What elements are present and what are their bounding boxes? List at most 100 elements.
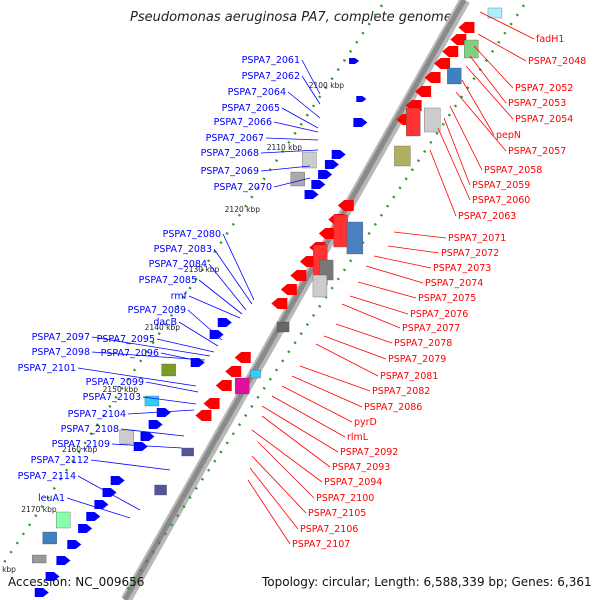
- leader-line: [365, 265, 424, 284]
- left-gene-label: leuA1: [38, 493, 65, 504]
- forward-gene: [148, 420, 163, 429]
- leader-line: [443, 117, 471, 186]
- left-gene-label: PSPA7_2109: [52, 439, 110, 450]
- leader-line: [208, 263, 247, 311]
- reverse-gene-box: [406, 107, 421, 137]
- leader-line: [393, 231, 447, 239]
- tick-track-left: [0, 4, 384, 571]
- leader-line: [287, 91, 321, 119]
- forward-gene: [94, 500, 109, 509]
- kbp-tick-label: 2130 kbp: [184, 265, 220, 274]
- leader-line: [77, 367, 197, 387]
- right-gene-label: PSPA7_2073: [433, 263, 491, 274]
- forward-gene-box: [56, 511, 71, 529]
- right-gene-label: pepN: [496, 130, 521, 141]
- reverse-gene: [234, 352, 251, 363]
- leader-line: [449, 105, 483, 171]
- leader-line: [66, 497, 131, 519]
- feature-box: [394, 145, 411, 167]
- kbp-tick-label: 2100 kbp: [309, 81, 345, 90]
- leader-line: [299, 365, 371, 392]
- leader-line: [213, 248, 253, 305]
- leader-line: [477, 33, 527, 62]
- feature-box: [424, 107, 441, 133]
- forward-gene: [353, 118, 368, 127]
- leader-line: [249, 467, 299, 530]
- feature-box: [234, 377, 250, 395]
- reverse-gene: [203, 398, 220, 409]
- left-gene-label: PSPA7_2114: [18, 471, 76, 482]
- leader-line: [247, 479, 291, 545]
- forward-gene: [356, 96, 367, 102]
- right-gene-label: PSPA7_2086: [364, 402, 422, 413]
- reverse-gene: [290, 270, 307, 281]
- feature-box: [312, 274, 328, 298]
- reverse-gene: [434, 58, 451, 69]
- right-gene-label: PSPA7_2071: [448, 233, 506, 244]
- leader-line: [111, 443, 183, 449]
- forward-gene: [45, 572, 60, 581]
- reverse-gene: [424, 72, 441, 83]
- left-gene-label: PSPA7_2066: [214, 117, 272, 128]
- leader-line: [429, 149, 457, 217]
- accession-label: Accession: NC_009656: [8, 575, 145, 589]
- leader-line: [301, 59, 321, 95]
- left-gene-label: PSPA7_2095: [97, 334, 155, 345]
- forward-gene: [311, 180, 326, 189]
- feature-box: [154, 484, 167, 496]
- forward-gene-box: [119, 429, 135, 445]
- left-gene-label: PSPA7_2112: [31, 455, 89, 466]
- leader-line: [341, 303, 401, 329]
- reverse-gene: [280, 284, 297, 295]
- left-gene-label: PSPA7_2084: [149, 259, 207, 270]
- left-gene-label: PSPA7_2089: [128, 305, 186, 316]
- right-gene-label: PSPA7_2074: [425, 278, 483, 289]
- forward-gene: [318, 170, 333, 179]
- left-gene-label: PSPA7_2069: [201, 166, 259, 177]
- leader-line: [455, 91, 507, 152]
- leader-line: [281, 107, 319, 129]
- leader-line: [387, 245, 440, 254]
- left-gene-label: PSPA7_2070: [214, 182, 272, 193]
- reverse-gene: [195, 410, 212, 421]
- forward-gene: [349, 58, 360, 64]
- left-gene-label: dacB: [153, 317, 177, 328]
- forward-gene: [67, 540, 82, 549]
- leader-line: [271, 395, 346, 438]
- forward-gene: [331, 150, 346, 159]
- forward-gene: [324, 160, 339, 169]
- leader-line: [261, 405, 339, 453]
- left-gene-label: PSPA7_2064: [228, 87, 286, 98]
- forward-gene-box: [302, 151, 317, 169]
- right-gene-label: PSPA7_2059: [472, 180, 530, 191]
- leader-line: [260, 149, 319, 154]
- kbp-tick-label: 2180 kbp: [0, 565, 16, 574]
- leader-line: [301, 75, 321, 105]
- left-gene-label: PSPA7_2098: [32, 347, 90, 358]
- reverse-gene: [299, 256, 316, 267]
- tick-track-right: [122, 4, 526, 596]
- right-gene-label: PSPA7_2105: [308, 508, 366, 519]
- right-gene-label: PSPA7_2092: [340, 447, 398, 458]
- left-gene-label: PSPA7_2108: [61, 424, 119, 435]
- reverse-gene: [225, 366, 242, 377]
- left-gene-label: PSPA7_2103: [83, 392, 141, 403]
- leader-line: [160, 352, 205, 363]
- leader-line: [273, 177, 311, 188]
- right-gene-label: PSPA7_2078: [394, 338, 452, 349]
- right-gene-label: PSPA7_2093: [332, 462, 390, 473]
- leader-line: [479, 11, 535, 40]
- leader-line: [257, 441, 315, 499]
- reverse-gene: [215, 380, 232, 391]
- kbp-tick-label: 2150 kbp: [103, 385, 139, 394]
- feature-box: [346, 221, 364, 255]
- right-gene-label: PSPA7_2060: [472, 195, 530, 206]
- kbp-tick-label: 2120 kbp: [225, 205, 261, 214]
- right-gene-label: PSPA7_2053: [508, 98, 566, 109]
- forward-gene-box: [290, 171, 305, 187]
- right-gene-label: PSPA7_2052: [515, 83, 573, 94]
- leader-line: [465, 65, 514, 120]
- forward-gene: [102, 488, 117, 497]
